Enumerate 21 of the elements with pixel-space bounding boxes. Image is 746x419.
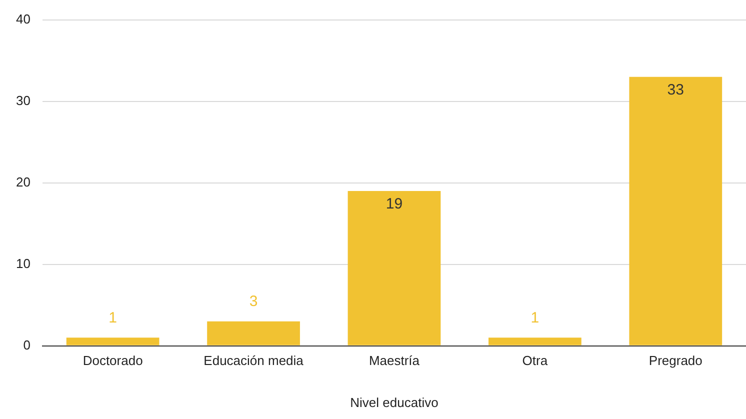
x-tick-label: Maestría xyxy=(368,353,420,368)
x-tick-label: Educación media xyxy=(204,353,304,368)
bar xyxy=(348,190,441,346)
data-label: 19 xyxy=(386,196,403,213)
bar xyxy=(207,321,300,346)
x-tick-label: Otra xyxy=(522,353,548,368)
bar xyxy=(629,76,722,346)
data-label: 1 xyxy=(108,309,117,326)
data-label: 33 xyxy=(667,81,684,98)
y-tick-label: 20 xyxy=(16,174,30,190)
y-tick-label: 0 xyxy=(23,337,30,352)
bar xyxy=(488,338,582,346)
data-label: 3 xyxy=(249,292,258,310)
data-label: 1 xyxy=(530,309,540,326)
x-tick-label: Doctorado xyxy=(82,353,143,368)
bar xyxy=(66,338,160,346)
y-tick-label: 10 xyxy=(16,256,30,271)
y-tick-label: 40 xyxy=(16,11,30,26)
x-axis-title: Nivel educativo xyxy=(350,394,438,410)
x-tick-label: Pregrado xyxy=(648,353,702,368)
y-tick-label: 30 xyxy=(16,92,30,108)
